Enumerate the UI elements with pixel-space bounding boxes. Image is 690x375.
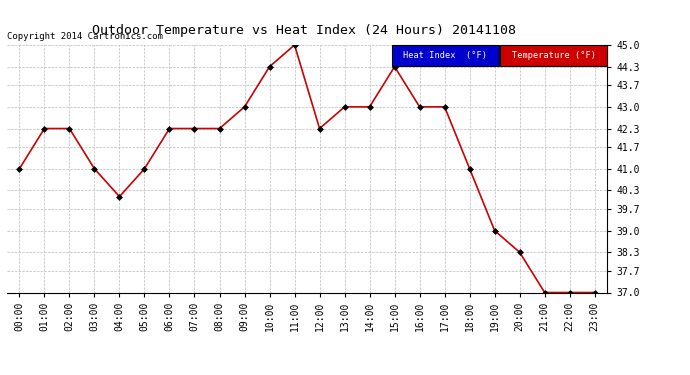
Text: Copyright 2014 Cartronics.com: Copyright 2014 Cartronics.com: [7, 32, 163, 41]
Text: Outdoor Temperature vs Heat Index (24 Hours) 20141108: Outdoor Temperature vs Heat Index (24 Ho…: [92, 24, 515, 38]
Text: Heat Index  (°F): Heat Index (°F): [404, 51, 487, 60]
Text: Temperature (°F): Temperature (°F): [512, 51, 595, 60]
